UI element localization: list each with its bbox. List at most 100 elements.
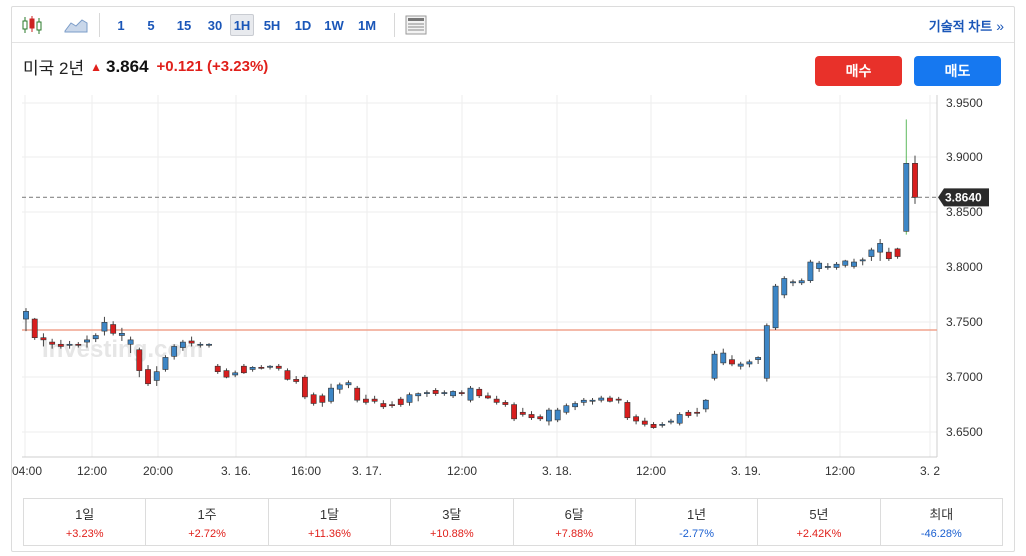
instrument-name: 미국 2년 <box>23 59 85 78</box>
buy-button[interactable]: 매수 <box>815 56 902 86</box>
chevron-right-icon: » <box>996 17 1004 34</box>
candle-body <box>197 343 204 346</box>
performance-period: 1년 <box>686 507 707 522</box>
candle-body <box>476 388 483 397</box>
x-tick-label: 3. 19. <box>731 464 761 478</box>
technical-chart-label: 기술적 차트 <box>928 19 993 34</box>
x-tick-label: 12:00 <box>447 464 477 478</box>
technical-chart-link[interactable]: 기술적 차트 » <box>929 16 1004 35</box>
quote-header: 미국 2년 ▲ 3.864 +0.121 (+3.23%) <box>23 54 268 79</box>
candle-body <box>57 343 64 347</box>
timeframe-1[interactable]: 1 <box>117 17 125 33</box>
performance-cell[interactable]: 1일 +3.23% <box>24 499 147 545</box>
candle-body <box>763 325 770 379</box>
price-chart[interactable]: Investing.com 3.6500 3.7000 3.7500 3.8000 3.8… <box>12 95 1014 490</box>
candle-body <box>833 263 840 268</box>
performance-cell[interactable]: 6달 +7.88% <box>514 499 636 545</box>
y-tick-label: 3.8000 <box>946 260 983 274</box>
y-tick-label: 3.7500 <box>946 315 983 329</box>
candle-body <box>702 399 709 410</box>
x-tick-label: 3. 2 <box>920 464 940 478</box>
candle-body <box>371 398 378 402</box>
candle-body <box>249 366 256 370</box>
candle-body <box>824 266 831 268</box>
performance-value: +2.42K% <box>796 528 842 540</box>
candle-body <box>293 379 300 382</box>
candle-body <box>310 394 317 404</box>
performance-cell[interactable]: 3달 +10.88% <box>391 499 514 545</box>
candle-body <box>75 343 82 346</box>
performance-cell[interactable]: 1달 +11.36% <box>269 499 392 545</box>
candle-body <box>179 341 186 348</box>
x-tick-label: 12:00 <box>636 464 666 478</box>
candle-body <box>912 163 918 198</box>
candle-body <box>842 260 849 266</box>
performance-cell[interactable]: 1주 +2.72% <box>146 499 269 545</box>
timeframe-15[interactable]: 15 <box>176 17 192 33</box>
timeframe-1d[interactable]: 1D <box>294 17 312 33</box>
performance-cell[interactable]: 최대 -46.28% <box>881 499 1002 545</box>
sell-button[interactable]: 매도 <box>914 56 1001 86</box>
candle-body <box>676 414 683 424</box>
candle-body <box>232 372 239 376</box>
candle-body <box>668 420 674 423</box>
performance-period: 1달 <box>319 507 340 522</box>
candle-body <box>903 163 910 232</box>
candle-body <box>84 339 90 343</box>
candle-body <box>772 285 779 329</box>
candlestick-icon[interactable] <box>20 14 44 36</box>
x-tick-label: 3. 18. <box>542 464 572 478</box>
x-tick-label: 16:00 <box>291 464 321 478</box>
candle-body <box>23 311 29 320</box>
candle-body <box>258 366 265 369</box>
candle-body <box>450 391 456 397</box>
candle-body <box>580 399 587 403</box>
x-tick-label: 3. 17. <box>352 464 382 478</box>
y-tick-label: 3.7000 <box>946 370 983 384</box>
performance-value: +11.36% <box>307 528 351 540</box>
timeframe-1w[interactable]: 1W <box>324 17 344 33</box>
candle-body <box>790 281 796 284</box>
candle-body <box>554 409 561 421</box>
toolbar-divider <box>99 13 100 37</box>
candle-body <box>859 259 866 262</box>
candle-body <box>145 369 151 385</box>
y-tick-label: 3.9500 <box>946 96 983 110</box>
candle-body <box>502 402 509 405</box>
performance-period: 5년 <box>809 507 829 522</box>
candle-body <box>214 365 221 372</box>
candle-body <box>589 399 596 402</box>
candle-body <box>389 404 395 406</box>
performance-period: 3달 <box>442 507 462 522</box>
chart-widget: 1 5 15 30 1H 5H 1D 1W 1M 기술적 차트 » 미국 2년 ▲ 3.864 … <box>11 6 1015 552</box>
x-tick-label: 20:00 <box>143 464 173 478</box>
candle-body <box>885 251 892 260</box>
candle-body <box>519 411 526 415</box>
performance-value: -2.77% <box>679 528 714 540</box>
area-chart-icon[interactable] <box>62 14 90 36</box>
y-tick-label: 3.6500 <box>946 425 983 439</box>
candle-body <box>31 318 38 338</box>
x-tick-label: 12:00 <box>77 464 107 478</box>
data-table-icon[interactable] <box>404 14 428 36</box>
candle-body <box>354 387 361 401</box>
timeframe-5h[interactable]: 5H <box>263 17 281 33</box>
candle-body <box>737 363 744 367</box>
candle-body <box>362 398 369 403</box>
performance-cell[interactable]: 5년 +2.42K% <box>758 499 881 545</box>
candle-body <box>641 420 648 425</box>
toolbar-divider <box>394 13 395 37</box>
performance-cell[interactable]: 1년 -2.77% <box>636 499 759 545</box>
candle-body <box>328 387 334 402</box>
timeframe-5[interactable]: 5 <box>147 17 155 33</box>
timeframe-1m[interactable]: 1M <box>357 17 377 33</box>
candle-body <box>267 365 273 368</box>
candle-body <box>807 261 814 281</box>
candle-body <box>406 394 413 403</box>
price-change: +0.121 (+3.23%) <box>156 58 269 75</box>
performance-value: +3.23% <box>65 528 104 540</box>
candle-body <box>493 398 500 403</box>
timeframe-1h[interactable]: 1H <box>230 14 254 36</box>
candle-body <box>650 424 657 428</box>
timeframe-30[interactable]: 30 <box>207 17 223 33</box>
